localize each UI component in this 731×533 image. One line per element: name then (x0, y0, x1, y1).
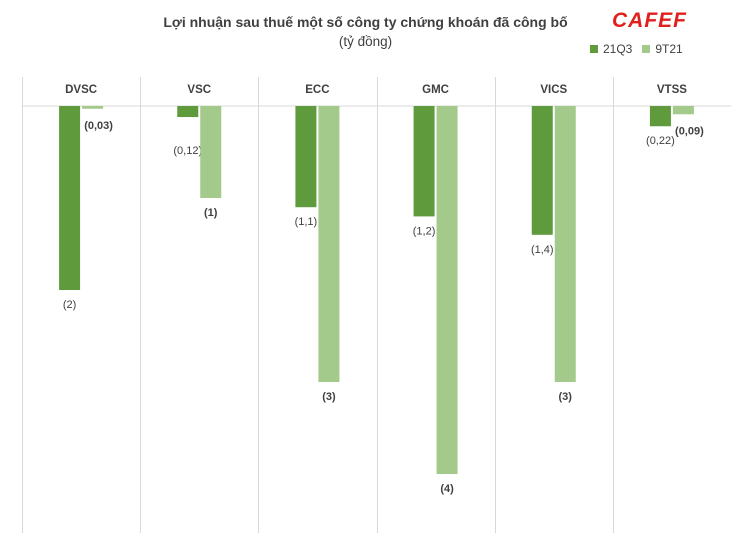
data-label-21q3: (0,22) (646, 135, 675, 147)
data-label-21q3: (0,12) (173, 145, 202, 157)
cafef-logo-text: CAFEF (612, 9, 687, 31)
chart-title: Lợi nhuận sau thuế một số công ty chứng … (163, 14, 568, 30)
category-label: VTSS (657, 84, 687, 96)
bar-9t21 (554, 106, 576, 382)
data-label-9t21: (4) (440, 483, 454, 495)
bar-21q3 (59, 106, 81, 290)
category-label: VSC (187, 84, 211, 96)
bar-21q3 (531, 106, 553, 235)
data-label-9t21: (3) (559, 391, 573, 403)
data-label-21q3: (1,2) (413, 225, 436, 237)
bar-9t21 (436, 106, 458, 474)
bar-21q3 (413, 106, 435, 217)
category-label: ECC (305, 84, 329, 96)
legend-swatch-21q3 (590, 45, 598, 53)
category-label: GMC (422, 84, 449, 96)
data-label-9t21: (1) (204, 207, 218, 219)
data-label-9t21: (3) (322, 391, 336, 403)
legend-item-21q3: 21Q3 (590, 42, 632, 56)
legend-label-21q3: 21Q3 (603, 42, 633, 56)
legend-item-9t21: 9T21 (642, 42, 683, 56)
data-label-9t21: (0,03) (84, 120, 113, 132)
bar-9t21 (82, 106, 104, 109)
bar-9t21 (200, 106, 222, 198)
data-label-9t21: (0,09) (675, 125, 704, 137)
data-label-21q3: (1,1) (295, 216, 318, 228)
category-label: VICS (540, 84, 567, 96)
chart-subtitle: (tỷ đồng) (338, 34, 393, 49)
chart-legend: 21Q3 9T21 (590, 42, 683, 56)
bar-21q3 (649, 106, 671, 127)
legend-swatch-9t21 (642, 45, 651, 53)
bar-21q3 (177, 106, 199, 118)
cafef-logo: CAFEF (612, 9, 687, 31)
legend-label-9t21: 9T21 (655, 42, 683, 56)
bar-9t21 (318, 106, 340, 382)
data-label-21q3: (1,4) (531, 244, 554, 256)
category-label: DVSC (65, 84, 97, 96)
bar-9t21 (672, 106, 694, 115)
data-label-21q3: (2) (63, 299, 76, 311)
bar-21q3 (295, 106, 317, 208)
